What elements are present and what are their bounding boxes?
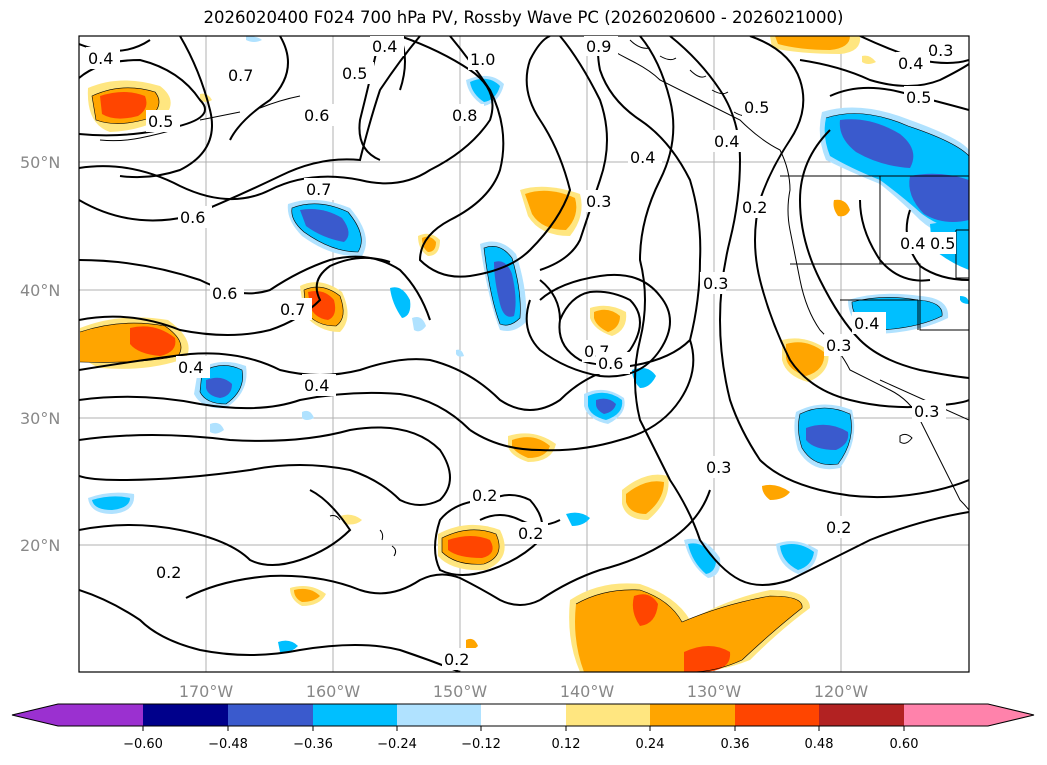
colorbar-segment (566, 704, 650, 726)
contour-label: 0.6 (212, 284, 237, 303)
contour-label: 0.4 (714, 132, 739, 151)
colorbar-extend-low (12, 704, 58, 726)
contour-label: 0.4 (900, 234, 925, 253)
negative-pv-anomalies (88, 36, 969, 653)
contour-label: 0.4 (88, 49, 113, 68)
contour-label: 0.6 (180, 208, 205, 227)
colorbar-tick-label: −0.48 (208, 737, 248, 752)
contour-label: 0.2 (444, 650, 469, 669)
lat-label-20n: 20°N (20, 536, 60, 555)
contour-label: 0.7 (280, 300, 305, 319)
colorbar-segment (58, 704, 143, 726)
colorbar-segment (481, 704, 566, 726)
latitude-labels: 50°N 40°N 30°N 20°N (20, 153, 60, 555)
positive-pv-anomalies (80, 36, 876, 672)
colorbar-segment (735, 704, 819, 726)
contour-label: 0.3 (706, 458, 731, 477)
colorbar-segment (904, 704, 988, 726)
map-border (78, 35, 970, 673)
colorbar-segment (143, 704, 228, 726)
colorbar-segment (650, 704, 735, 726)
contour-label: 0.2 (156, 563, 181, 582)
contour-label: 0.8 (452, 106, 477, 125)
lon-label-150w: 150°W (433, 682, 488, 701)
contour-label: 0.2 (826, 518, 851, 537)
colorbar-outline (11, 703, 1035, 727)
colorbar-segment (397, 704, 481, 726)
colorbar-tick-label: −0.36 (293, 737, 333, 752)
contour-label: 0.4 (372, 37, 397, 56)
contour-label: 0.5 (744, 98, 769, 117)
contour-label: 0.5 (148, 112, 173, 131)
lat-label-40n: 40°N (20, 281, 60, 300)
colorbar-tick-label: −0.24 (377, 737, 417, 752)
contour-label: 0.4 (304, 376, 329, 395)
lon-label-160w: 160°W (306, 682, 361, 701)
lon-label-170w: 170°W (179, 682, 234, 701)
lat-label-50n: 50°N (20, 153, 60, 172)
contour-label: 0.2 (742, 198, 767, 217)
coastlines (99, 36, 969, 557)
contour-label: 0.4 (854, 314, 879, 333)
colorbar-tick-label: 0.12 (552, 737, 581, 752)
pv-contours (79, 36, 969, 672)
contour-label: 0.4 (898, 54, 923, 73)
lon-label-120w: 120°W (814, 682, 869, 701)
contour-label: 0.6 (304, 106, 329, 125)
contour-label: 0.7 (228, 66, 253, 85)
contour-label: 0.3 (928, 41, 953, 60)
colorbar-tick-label: −0.60 (123, 737, 163, 752)
colorbar-tick-label: −0.12 (461, 737, 501, 752)
contour-label: 0.9 (586, 37, 611, 56)
contour-label: 1.0 (470, 50, 495, 69)
lat-label-30n: 30°N (20, 409, 60, 428)
colorbar-tick-label: 0.36 (721, 737, 750, 752)
colorbar-segment (313, 704, 397, 726)
contour-labels: 0.4 0.7 0.5 0.6 0.5 1.0 0.8 0.9 0.4 0.3 … (86, 36, 960, 670)
contour-label: 0.4 (178, 358, 203, 377)
longitude-labels: 170°W 160°W 150°W 140°W 130°W 120°W (179, 682, 869, 701)
contour-label: 0.5 (906, 88, 931, 107)
colorbar-segment (228, 704, 313, 726)
colorbar-ticks (142, 726, 905, 731)
figure-title: 2026020400 F024 700 hPa PV, Rossby Wave … (203, 8, 844, 27)
contour-label: 0.3 (826, 336, 851, 355)
contour-label: 0.3 (914, 402, 939, 421)
colorbar-tick-label: 0.48 (805, 737, 834, 752)
colorbar-tick-label: 0.24 (636, 737, 665, 752)
contour-label: 0.3 (703, 274, 728, 293)
contour-label: 0.7 (306, 180, 331, 199)
contour-label: 0.2 (518, 524, 543, 543)
lon-label-140w: 140°W (560, 682, 615, 701)
contour-label: 0.5 (930, 234, 955, 253)
colorbar-segment (819, 704, 904, 726)
colorbar-extend-high (988, 704, 1034, 726)
lon-label-130w: 130°W (687, 682, 742, 701)
colorbar: −0.60 −0.48 −0.36 −0.24 −0.12 0.12 0.24 … (11, 703, 1035, 752)
contour-label: 0.2 (472, 486, 497, 505)
colorbar-tick-label: 0.60 (890, 737, 919, 752)
contour-label: 0.5 (342, 64, 367, 83)
contour-label: 0.3 (586, 192, 611, 211)
contour-label: 0.4 (630, 148, 655, 167)
contour-label: 0.6 (598, 354, 623, 373)
